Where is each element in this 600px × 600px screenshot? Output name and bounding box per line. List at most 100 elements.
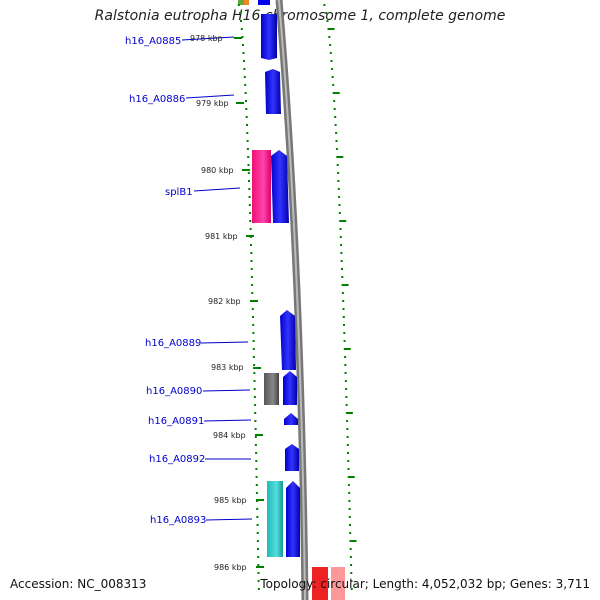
minor-tick	[249, 212, 252, 214]
minor-tick	[347, 484, 350, 486]
minor-tick	[245, 100, 247, 102]
minor-tick	[330, 60, 333, 62]
minor-tick	[348, 516, 351, 518]
minor-tick	[339, 236, 342, 238]
outer-tick-column	[323, 4, 357, 590]
minor-tick	[341, 276, 344, 278]
minor-tick	[344, 356, 347, 358]
minor-tick	[248, 180, 250, 182]
gene-label: splB1	[165, 187, 193, 198]
leader-line	[193, 187, 241, 192]
minor-tick	[256, 532, 259, 534]
gene-label: h16_A0893	[150, 515, 206, 526]
minor-tick	[331, 76, 334, 78]
minor-tick	[344, 380, 347, 382]
minor-tick	[332, 84, 335, 86]
minor-tick	[343, 340, 346, 342]
minor-tick	[337, 180, 340, 182]
minor-tick	[243, 68, 246, 70]
minor-tick	[326, 20, 329, 22]
minor-tick	[329, 52, 332, 54]
minor-tick	[347, 468, 350, 470]
minor-tick	[343, 324, 345, 326]
minor-tick	[255, 452, 258, 454]
minor-tick	[333, 100, 336, 102]
minor-tick	[255, 484, 258, 486]
minor-tick	[344, 372, 347, 374]
minor-tick	[250, 268, 253, 270]
gene-arrow	[283, 371, 297, 405]
minor-tick	[345, 404, 348, 406]
major-tick	[256, 499, 264, 501]
gene-label: h16_A0891	[148, 416, 204, 427]
minor-tick	[256, 540, 259, 542]
minor-tick	[350, 580, 353, 582]
gene-arrow	[280, 310, 296, 370]
minor-tick	[325, 12, 328, 14]
gene-label: h16_A0892	[149, 454, 205, 465]
gene-h16_A0892	[285, 444, 299, 471]
leader-line	[185, 94, 235, 99]
major-tick	[234, 37, 242, 39]
minor-tick	[338, 212, 341, 214]
inner-tick-column	[234, 4, 264, 590]
major-tick	[246, 235, 254, 237]
minor-tick	[246, 148, 249, 150]
minor-tick	[335, 148, 338, 150]
minor-tick	[243, 76, 246, 78]
minor-tick	[340, 252, 343, 254]
minor-tick	[250, 244, 252, 246]
minor-tick	[334, 116, 337, 118]
top-color-mark	[238, 0, 244, 5]
minor-tick	[245, 116, 248, 118]
minor-tick	[252, 332, 255, 334]
major-tick	[341, 284, 349, 286]
gene-block	[252, 150, 271, 223]
minor-tick	[256, 508, 259, 510]
red-feature	[312, 567, 328, 600]
minor-tick	[241, 36, 244, 38]
minor-tick	[253, 380, 256, 382]
minor-tick	[246, 140, 249, 142]
leader-line	[203, 419, 252, 422]
minor-tick	[248, 204, 251, 206]
gene-splB1	[252, 150, 271, 223]
leader-line	[200, 341, 249, 344]
minor-tick	[244, 92, 247, 94]
minor-tick	[338, 196, 341, 198]
minor-tick	[323, 4, 326, 6]
minor-tick	[252, 348, 255, 350]
minor-tick	[245, 108, 248, 110]
leader-line	[181, 36, 235, 41]
gene-arrow	[284, 413, 298, 425]
gene-label: h16_A0885	[125, 36, 181, 47]
minor-tick	[252, 356, 255, 358]
major-tick	[343, 348, 351, 350]
minor-tick	[251, 284, 254, 286]
minor-tick	[252, 324, 255, 326]
minor-tick	[254, 444, 257, 446]
major-tick	[345, 412, 353, 414]
minor-tick	[346, 444, 349, 446]
major-tick	[236, 102, 244, 104]
minor-tick	[237, 4, 240, 6]
scale-label: 984 kbp	[213, 431, 246, 440]
minor-tick	[248, 196, 251, 198]
minor-tick	[349, 556, 352, 558]
scale-label: 983 kbp	[211, 363, 244, 372]
minor-tick	[348, 508, 351, 510]
gene-arrow	[286, 481, 300, 557]
gene-label: h16_A0886	[129, 94, 185, 105]
leader-line	[205, 518, 253, 521]
minor-tick	[331, 68, 334, 70]
minor-tick	[255, 492, 258, 494]
minor-tick	[333, 108, 336, 110]
minor-tick	[246, 132, 249, 134]
minor-tick	[350, 572, 353, 574]
minor-tick	[343, 332, 346, 334]
minor-tick	[244, 84, 247, 86]
scale-label: 982 kbp	[208, 297, 241, 306]
major-tick	[242, 169, 250, 171]
minor-tick	[256, 516, 259, 518]
